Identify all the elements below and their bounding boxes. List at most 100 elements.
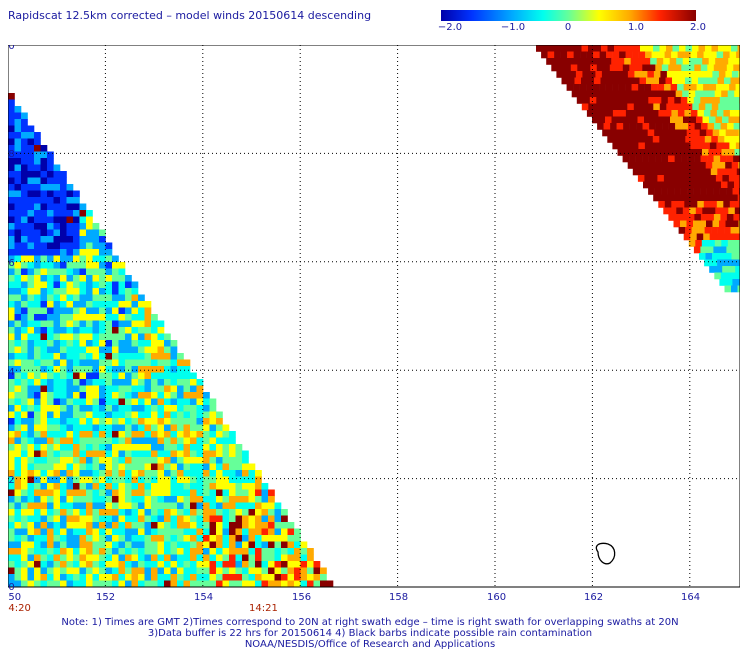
wind-cell: [131, 567, 139, 575]
wind-cell: [66, 236, 74, 243]
wind-cell: [79, 242, 87, 250]
wind-cell: [92, 470, 100, 477]
wind-cell: [229, 515, 236, 523]
wind-cell: [79, 281, 87, 289]
wind-cell: [47, 528, 54, 536]
wind-cell: [229, 496, 236, 503]
wind-cell: [725, 253, 732, 260]
wind-cell: [677, 142, 685, 150]
colorbar-label-zero: 0: [564, 22, 572, 33]
wind-cell: [622, 155, 630, 163]
wind-cell: [14, 190, 22, 198]
wind-cell: [658, 110, 666, 117]
wind-cell: [222, 450, 230, 458]
wind-cell: [79, 236, 87, 243]
wind-cell: [268, 554, 275, 562]
wind-cell: [8, 470, 15, 477]
wind-cell: [86, 509, 93, 516]
wind-cell: [621, 129, 629, 137]
wind-cell: [138, 398, 145, 406]
wind-cell: [196, 457, 204, 464]
wind-cell: [21, 223, 28, 230]
wind-cell: [164, 450, 171, 458]
wind-cell: [125, 307, 132, 315]
wind-cell: [40, 145, 48, 152]
wind-cell: [560, 51, 568, 59]
wind-cell: [673, 129, 681, 137]
wind-cell: [672, 77, 679, 85]
wind-cell: [125, 333, 132, 341]
wind-cell: [697, 110, 705, 117]
wind-cell: [728, 58, 735, 65]
wind-cell: [599, 110, 607, 117]
wind-cell: [99, 444, 106, 451]
wind-cell: [14, 496, 22, 503]
wind-cell: [34, 242, 41, 250]
wind-cell: [151, 567, 158, 575]
wind-cell: [79, 366, 87, 373]
wind-cell: [598, 116, 606, 124]
wind-cell: [112, 515, 119, 523]
wind-cell: [86, 288, 93, 295]
wind-cell: [703, 84, 710, 91]
land-outline: [595, 542, 616, 565]
wind-cell: [733, 155, 740, 163]
wind-cell: [34, 158, 41, 165]
wind-cell: [60, 184, 67, 191]
wind-cell: [8, 106, 15, 113]
wind-cell: [216, 574, 223, 581]
wind-cell: [138, 327, 145, 334]
wind-cell: [676, 58, 683, 65]
wind-cell: [313, 561, 321, 568]
wind-cell: [21, 197, 28, 204]
wind-cell: [14, 548, 22, 555]
wind-cell: [8, 385, 15, 393]
wind-cell: [268, 509, 275, 516]
wind-cell: [586, 84, 593, 91]
wind-cell: [157, 450, 165, 458]
wind-cell: [209, 431, 217, 438]
wind-cell: [632, 110, 640, 117]
wind-cell: [79, 314, 87, 321]
wind-cell: [60, 411, 67, 419]
wind-cell: [708, 207, 716, 215]
wind-cell: [86, 398, 93, 406]
map-title: Rapidscat 12.5km corrected – model winds…: [8, 9, 372, 22]
wind-cell: [209, 541, 217, 549]
wind-cell: [14, 255, 22, 263]
wind-cell: [40, 580, 48, 588]
wind-cell: [705, 71, 713, 78]
wind-cell: [667, 97, 675, 104]
wind-cell: [313, 567, 321, 575]
wind-cell: [170, 463, 178, 471]
wind-cell: [138, 359, 145, 367]
wind-cell: [73, 548, 80, 555]
wind-cell: [712, 71, 720, 78]
wind-cell: [196, 418, 204, 425]
wind-cell: [92, 242, 100, 250]
wind-cell: [79, 489, 87, 497]
wind-cell: [8, 561, 15, 568]
wind-cell: [164, 489, 171, 497]
wind-cell: [34, 262, 41, 269]
wind-cell: [660, 162, 667, 169]
wind-cell: [676, 175, 684, 182]
wind-cell: [151, 353, 158, 360]
wind-cell: [235, 489, 243, 497]
wind-cell: [47, 229, 54, 237]
wind-cell: [235, 509, 243, 516]
wind-cell: [92, 457, 100, 464]
wind-cell: [27, 203, 35, 211]
wind-cell: [157, 424, 165, 432]
wind-cell: [704, 77, 712, 85]
wind-cell: [637, 58, 644, 65]
wind-cell: [27, 151, 35, 159]
wind-cell: [144, 457, 152, 464]
wind-cell: [27, 145, 35, 152]
wind-cell: [118, 476, 126, 484]
wind-cell: [34, 190, 41, 198]
wind-cell: [27, 418, 35, 425]
wind-cell: [294, 528, 301, 536]
wind-cell: [177, 580, 184, 588]
wind-cell: [695, 90, 702, 98]
